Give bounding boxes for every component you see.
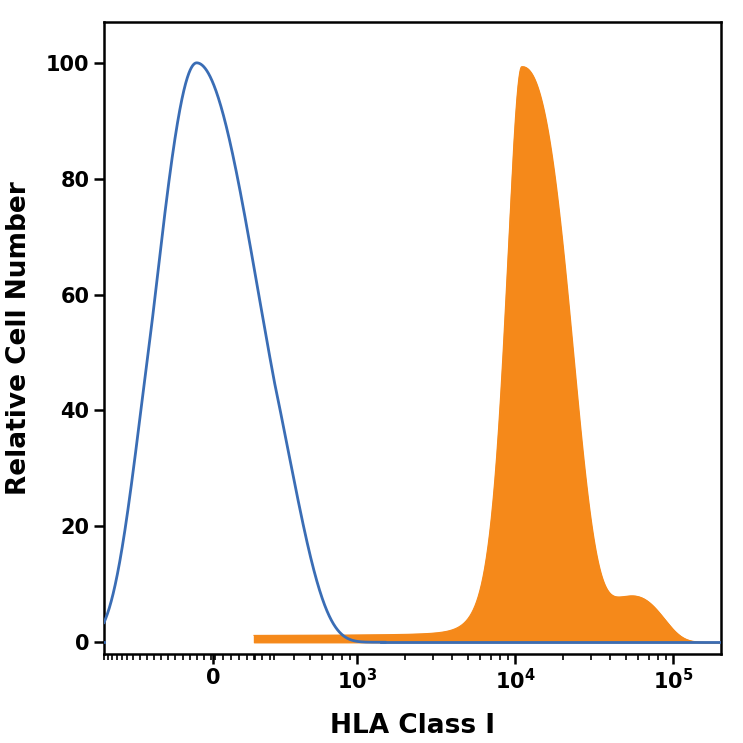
Y-axis label: Relative Cell Number: Relative Cell Number — [6, 181, 32, 495]
X-axis label: HLA Class I: HLA Class I — [330, 713, 495, 739]
